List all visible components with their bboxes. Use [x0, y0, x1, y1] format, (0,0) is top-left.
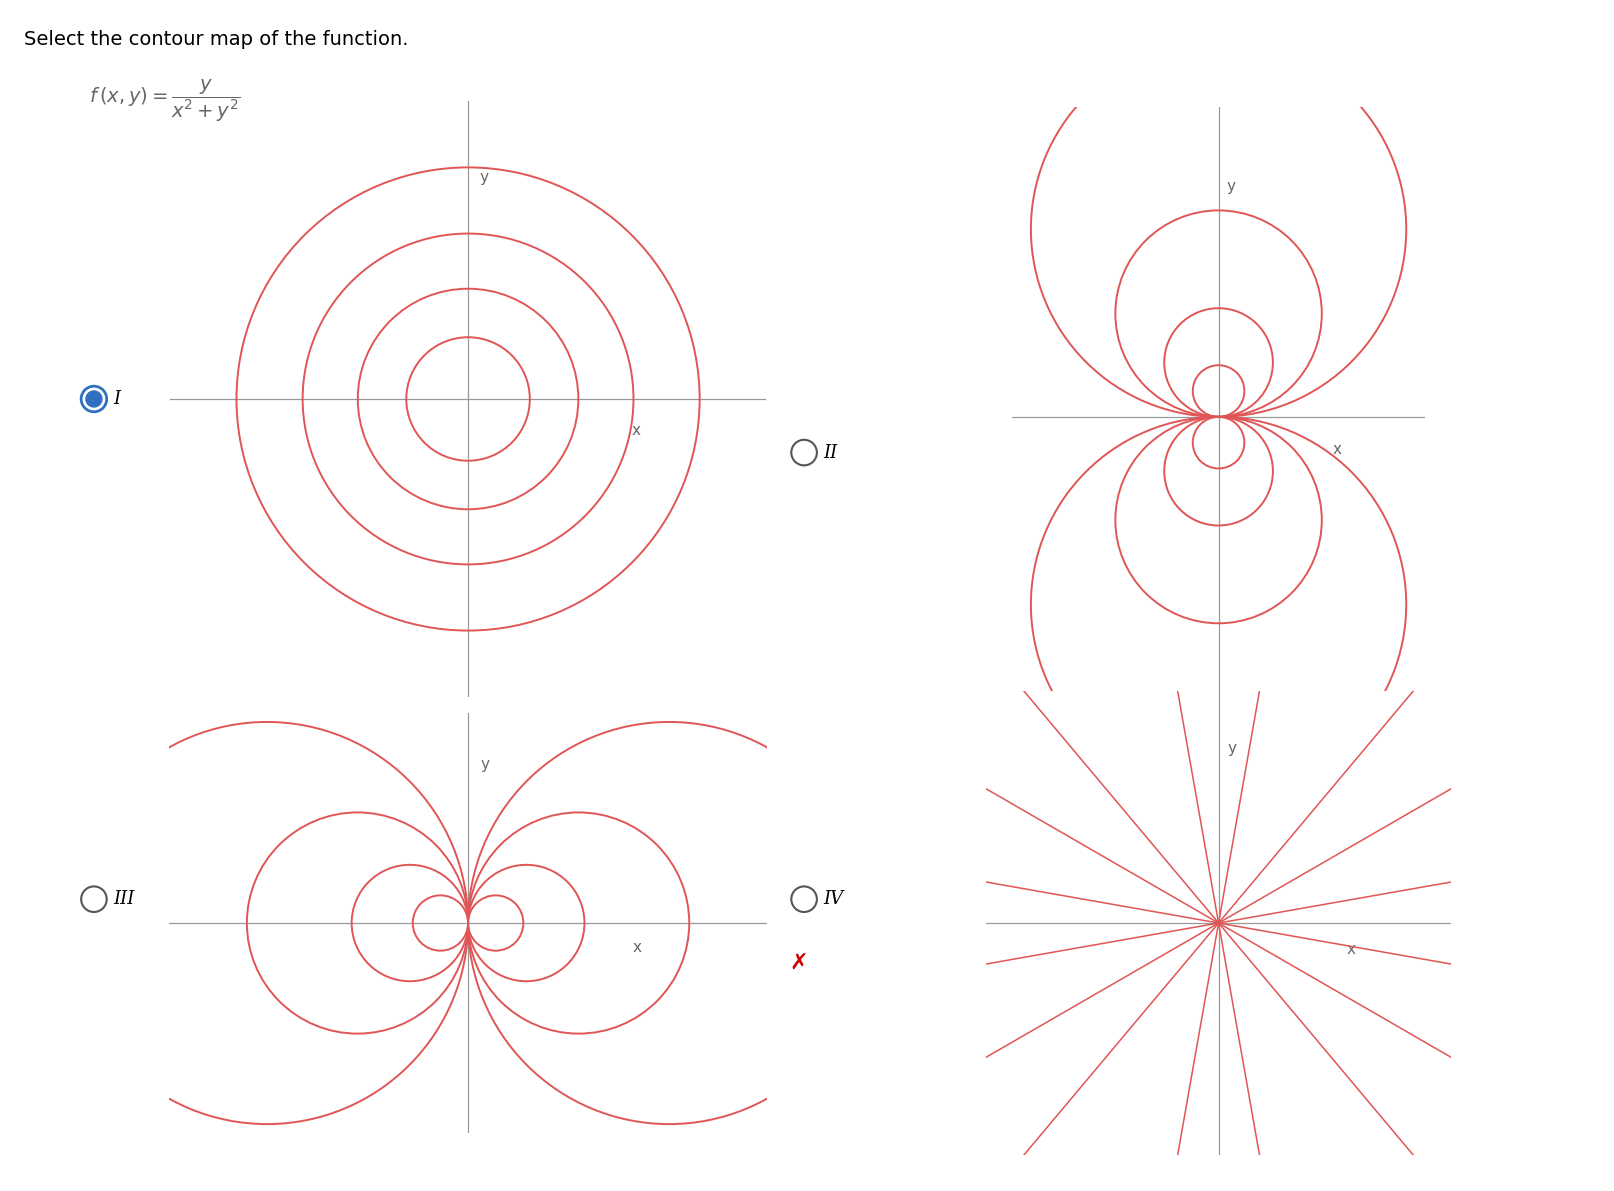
- Text: II: II: [823, 443, 838, 462]
- Text: y: y: [1227, 179, 1236, 194]
- Text: $f\,(x,y)=\dfrac{y}{x^2+y^2}$: $f\,(x,y)=\dfrac{y}{x^2+y^2}$: [89, 77, 240, 124]
- Text: I: I: [113, 389, 119, 409]
- Text: y: y: [1228, 741, 1236, 756]
- Text: y: y: [479, 756, 489, 772]
- Circle shape: [86, 391, 102, 407]
- Text: III: III: [113, 890, 134, 909]
- Text: y: y: [479, 169, 489, 185]
- Text: x: x: [1332, 442, 1341, 456]
- Text: x: x: [631, 423, 641, 438]
- Text: x: x: [633, 940, 641, 955]
- Text: x: x: [1346, 942, 1356, 956]
- Text: IV: IV: [823, 890, 843, 909]
- Text: Select the contour map of the function.: Select the contour map of the function.: [24, 30, 408, 49]
- Text: ✗: ✗: [789, 953, 807, 973]
